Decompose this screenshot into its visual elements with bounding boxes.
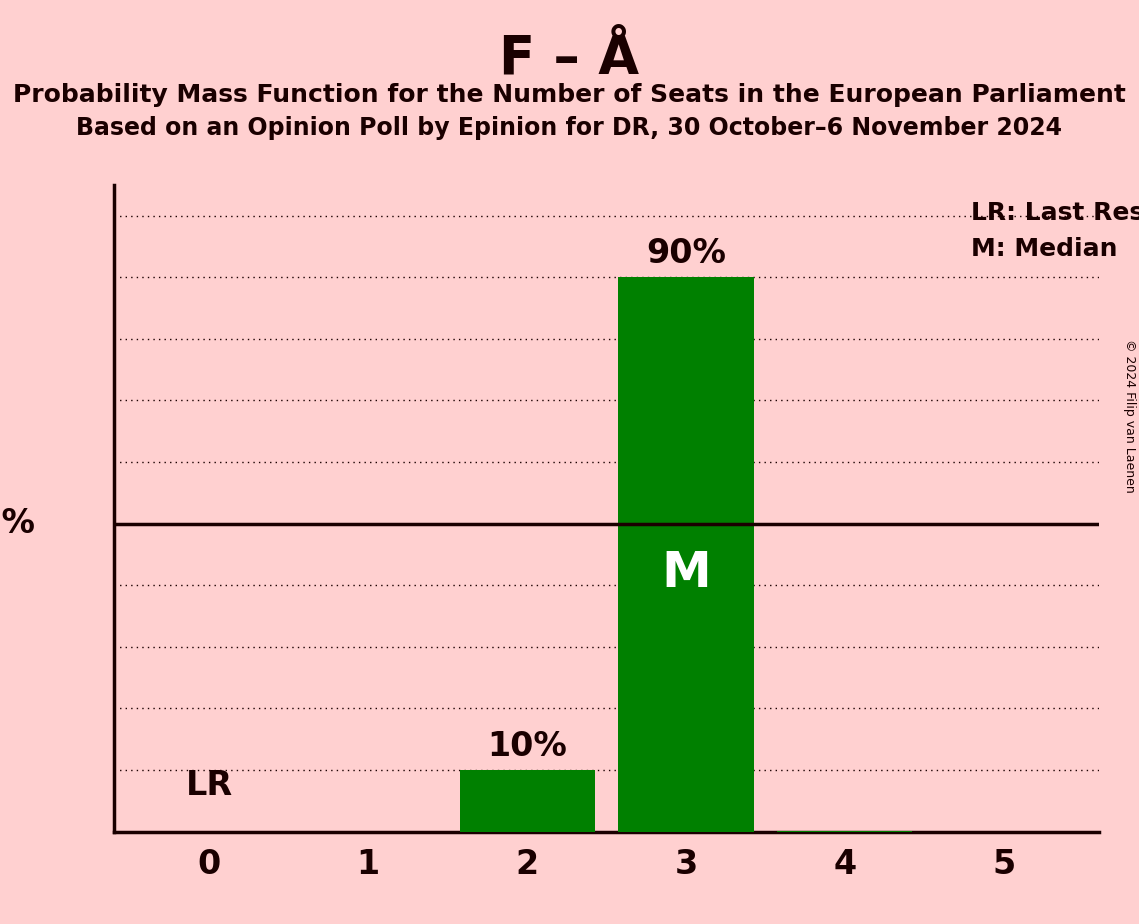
Text: 10%: 10% <box>487 730 567 762</box>
Bar <box>618 277 754 832</box>
Text: Probability Mass Function for the Number of Seats in the European Parliament: Probability Mass Function for the Number… <box>13 83 1126 107</box>
Text: 50%: 50% <box>0 507 35 541</box>
Text: © 2024 Filip van Laenen: © 2024 Filip van Laenen <box>1123 339 1136 492</box>
Text: LR: Last Result: LR: Last Result <box>972 201 1139 225</box>
Text: 90%: 90% <box>646 237 726 270</box>
Text: LR: LR <box>186 769 232 802</box>
Text: M: M <box>661 549 711 597</box>
Bar <box>459 770 595 832</box>
Text: M: Median: M: Median <box>972 237 1117 261</box>
Text: Based on an Opinion Poll by Epinion for DR, 30 October–6 November 2024: Based on an Opinion Poll by Epinion for … <box>76 116 1063 140</box>
Text: F – Å: F – Å <box>499 32 640 84</box>
